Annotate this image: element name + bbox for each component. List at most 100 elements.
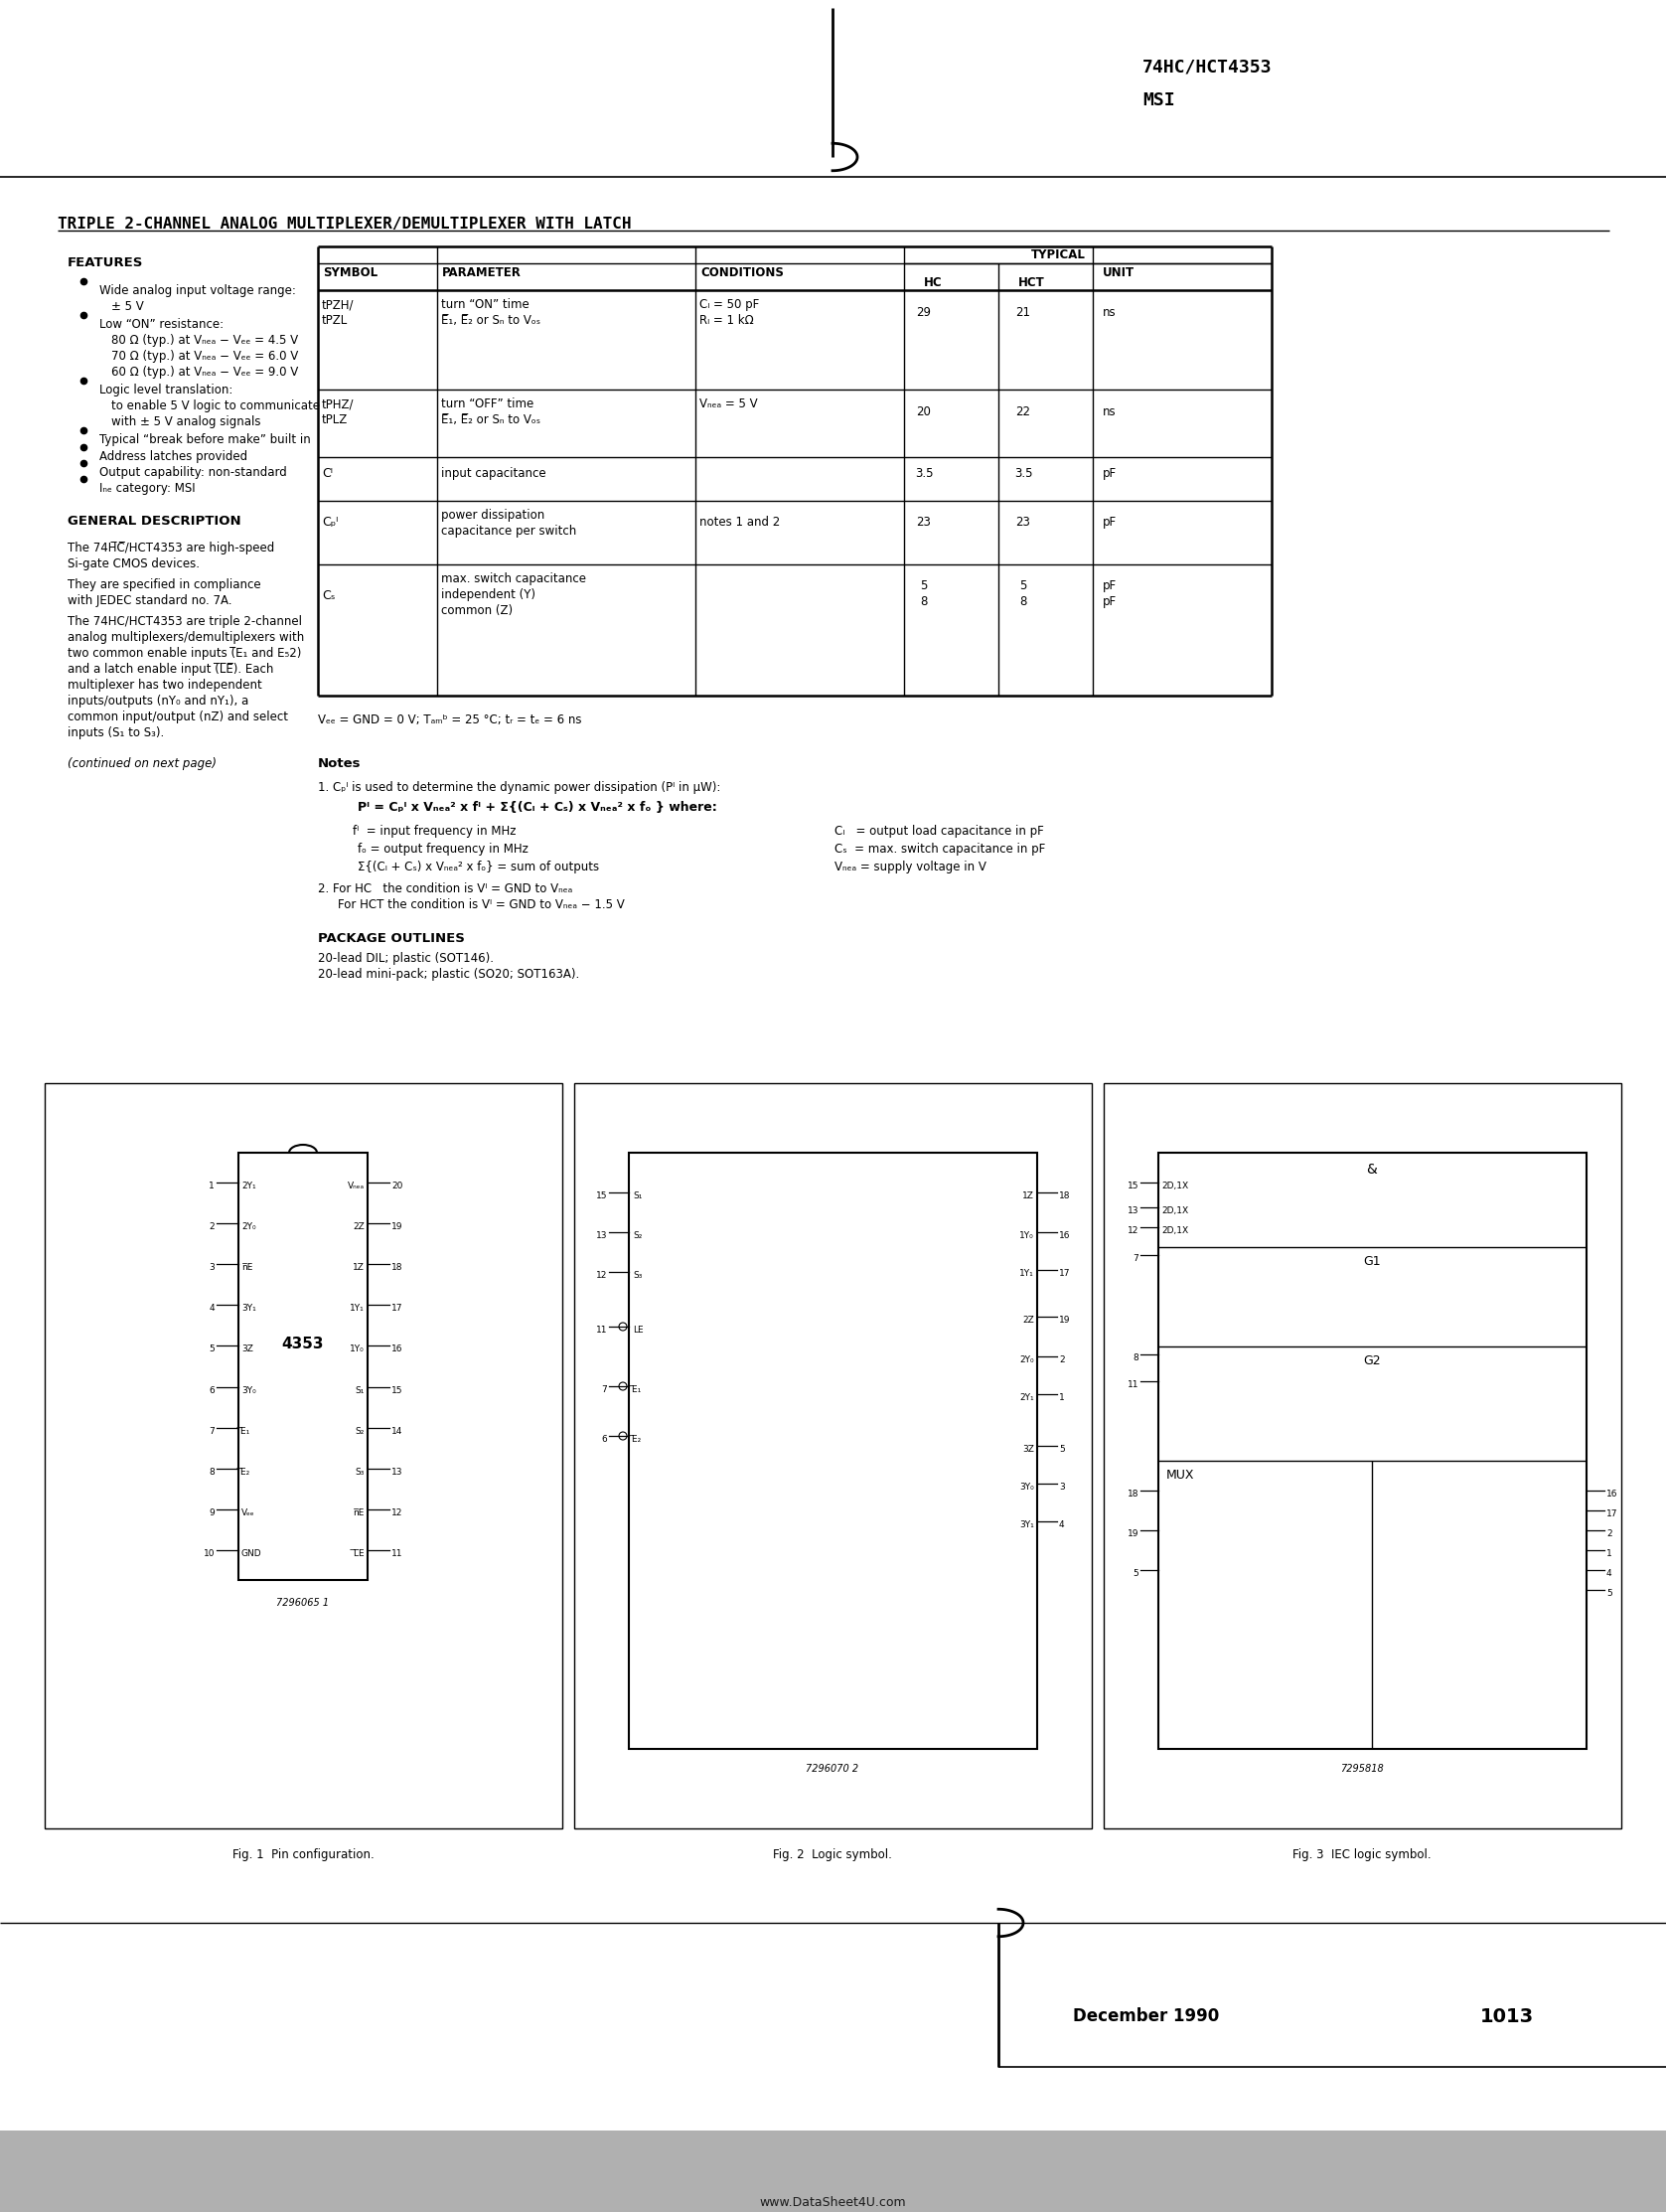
Text: ± 5 V: ± 5 V [112,301,143,314]
Text: MUX: MUX [1166,1469,1195,1482]
Text: 29: 29 [916,305,931,319]
Text: S₂: S₂ [355,1427,365,1436]
Text: 1: 1 [208,1181,215,1190]
Text: 2. For HC   the condition is Vᴵ = GND to Vₙₑₐ: 2. For HC the condition is Vᴵ = GND to V… [318,883,573,896]
Text: two common enable inputs (̅E₁ and E₅2): two common enable inputs (̅E₁ and E₅2) [68,646,302,659]
Text: 23: 23 [1016,515,1031,529]
Text: 2Y₀: 2Y₀ [242,1223,257,1232]
Text: n̅E: n̅E [242,1263,253,1272]
Text: 10: 10 [203,1548,215,1557]
Text: pF: pF [1103,580,1116,593]
Text: 8: 8 [1133,1354,1138,1363]
Text: 1: 1 [1060,1394,1065,1402]
Text: ̅E₁: ̅E₁ [633,1385,641,1394]
Text: 17: 17 [392,1305,403,1314]
Text: turn “OFF” time: turn “OFF” time [441,398,533,411]
Text: 16: 16 [392,1345,403,1354]
Text: notes 1 and 2: notes 1 and 2 [700,515,780,529]
Text: TRIPLE 2-CHANNEL ANALOG MULTIPLEXER/DEMULTIPLEXER WITH LATCH: TRIPLE 2-CHANNEL ANALOG MULTIPLEXER/DEMU… [58,217,631,232]
Text: 3: 3 [1060,1482,1065,1491]
Text: 19: 19 [1060,1316,1071,1325]
Text: fₒ = output frequency in MHz: fₒ = output frequency in MHz [358,843,528,856]
Text: 3: 3 [208,1263,215,1272]
Text: 2: 2 [208,1223,215,1232]
Text: 11: 11 [1128,1380,1138,1389]
Text: The 74H̅C̅/HCT4353 are high-speed: The 74H̅C̅/HCT4353 are high-speed [68,542,275,555]
Text: ns: ns [1103,305,1116,319]
Text: and a latch enable input (̅L̅E̅). Each: and a latch enable input (̅L̅E̅). Each [68,664,273,675]
Text: S₃: S₃ [355,1467,365,1475]
Text: Vₙₑₐ: Vₙₑₐ [348,1181,365,1190]
Text: 13: 13 [595,1232,606,1241]
Text: 17: 17 [1606,1509,1618,1517]
Text: HC: HC [925,276,943,290]
Text: 1Y₁: 1Y₁ [350,1305,365,1314]
Text: capacitance per switch: capacitance per switch [441,524,576,538]
Text: 2: 2 [1060,1356,1065,1365]
Text: 7: 7 [1133,1254,1138,1263]
Text: input capacitance: input capacitance [441,467,546,480]
Text: 70 Ω (typ.) at Vₙₑₐ − Vₑₑ = 6.0 V: 70 Ω (typ.) at Vₙₑₐ − Vₑₑ = 6.0 V [112,349,298,363]
Text: 1Y₀: 1Y₀ [1020,1232,1035,1241]
Text: Cₛ: Cₛ [322,588,335,602]
Text: 1Z: 1Z [353,1263,365,1272]
Text: www.DataSheet4U.com: www.DataSheet4U.com [760,2197,906,2210]
Text: 6: 6 [601,1436,606,1444]
Text: 2Y₁: 2Y₁ [242,1181,257,1190]
Text: 1013: 1013 [1479,2006,1534,2026]
Text: 15: 15 [1128,1181,1138,1190]
Text: tPLZ: tPLZ [322,414,348,427]
Text: turn “ON” time: turn “ON” time [441,299,530,312]
Text: 8: 8 [1020,595,1026,608]
Text: Low “ON” resistance:: Low “ON” resistance: [100,319,223,332]
Text: independent (Y): independent (Y) [441,588,535,602]
Text: 5: 5 [1020,580,1026,593]
Text: Fig. 1  Pin configuration.: Fig. 1 Pin configuration. [232,1849,373,1860]
Text: with JEDEC standard no. 7A.: with JEDEC standard no. 7A. [68,595,232,606]
Text: December 1990: December 1990 [1073,2006,1220,2026]
Text: Vₑₑ = GND = 0 V; Tₐₘᵇ = 25 °C; tᵣ = tₑ = 6 ns: Vₑₑ = GND = 0 V; Tₐₘᵇ = 25 °C; tᵣ = tₑ =… [318,714,581,726]
Text: 2Y₁: 2Y₁ [1020,1394,1035,1402]
Text: Cₛ  = max. switch capacitance in pF: Cₛ = max. switch capacitance in pF [835,843,1045,856]
Text: ̅E₂: ̅E₂ [633,1436,641,1444]
Text: 23: 23 [916,515,931,529]
Text: 17: 17 [1060,1270,1071,1279]
Text: 14: 14 [392,1427,403,1436]
Text: 1Y₁: 1Y₁ [1020,1270,1035,1279]
Text: Σ{(Cₗ + Cₛ) x Vₙₑₐ² x fₒ} = sum of outputs: Σ{(Cₗ + Cₛ) x Vₙₑₐ² x fₒ} = sum of outpu… [358,860,600,874]
Text: PARAMETER: PARAMETER [441,265,521,279]
Text: 4353: 4353 [282,1336,325,1352]
Text: 12: 12 [1128,1225,1138,1234]
Text: Typical “break before make” built in: Typical “break before make” built in [100,434,310,447]
Text: 5: 5 [1060,1444,1065,1453]
Text: S₁: S₁ [633,1192,641,1201]
Text: 20: 20 [392,1181,403,1190]
Text: Pᴵ = Cₚᴵ x Vₙₑₐ² x fᴵ + Σ{(Cₗ + Cₛ) x Vₙₑₐ² x fₒ } where:: Pᴵ = Cₚᴵ x Vₙₑₐ² x fᴵ + Σ{(Cₗ + Cₛ) x Vₙ… [358,801,716,814]
Text: 18: 18 [1060,1192,1071,1201]
Text: PACKAGE OUTLINES: PACKAGE OUTLINES [318,931,465,945]
Text: inputs/outputs (nY₀ and nY₁), a: inputs/outputs (nY₀ and nY₁), a [68,695,248,708]
Text: Wide analog input voltage range:: Wide analog input voltage range: [100,283,297,296]
Bar [628,1152,1038,1750]
Text: S₃: S₃ [633,1272,641,1281]
Text: 2Z: 2Z [1023,1316,1035,1325]
Text: 7: 7 [601,1385,606,1394]
Text: 5: 5 [1606,1588,1613,1597]
Text: 4: 4 [1060,1520,1065,1528]
Text: with ± 5 V analog signals: with ± 5 V analog signals [112,416,262,429]
Text: Vₙₑₐ = 5 V: Vₙₑₐ = 5 V [700,398,758,411]
Text: 19: 19 [1128,1528,1138,1537]
Text: 5: 5 [920,580,928,593]
Text: Rₗ = 1 kΩ: Rₗ = 1 kΩ [700,314,753,327]
Text: 7296070 2: 7296070 2 [806,1763,860,1774]
Text: tPZL: tPZL [322,314,348,327]
Text: 3Z: 3Z [1023,1444,1035,1453]
Text: pF: pF [1103,515,1116,529]
Bar [238,1152,368,1579]
Text: 13: 13 [1128,1206,1138,1214]
Text: 12: 12 [596,1272,606,1281]
Text: n̅E: n̅E [353,1509,365,1517]
Text: 3.5: 3.5 [915,467,933,480]
Text: For HCT the condition is Vᴵ = GND to Vₙₑₐ − 1.5 V: For HCT the condition is Vᴵ = GND to Vₙₑ… [338,898,625,911]
Text: 74HC/HCT4353: 74HC/HCT4353 [1143,58,1273,75]
